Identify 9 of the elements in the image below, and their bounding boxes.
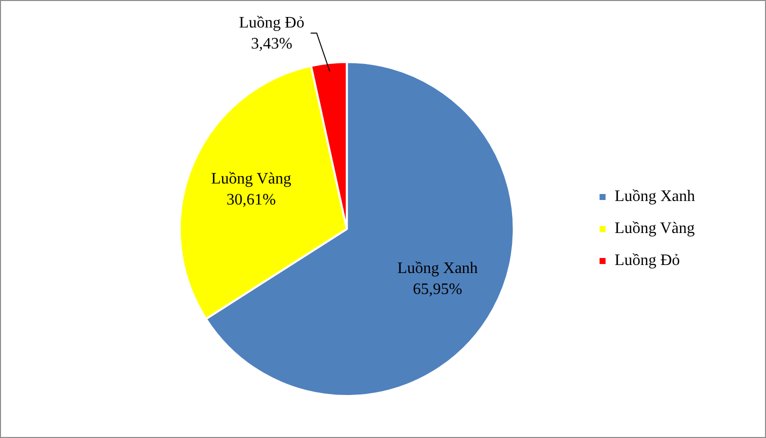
data-label: 3,43% bbox=[251, 35, 292, 52]
slice-label: Luồng Xanh bbox=[397, 260, 478, 277]
slice-label: Luồng Đỏ bbox=[239, 14, 304, 32]
data-label: 65,95% bbox=[412, 280, 462, 298]
legend-label: Luồng Xanh bbox=[614, 188, 696, 206]
legend-label: Luồng Vàng bbox=[614, 220, 695, 238]
legend-label: Luồng Đỏ bbox=[614, 252, 680, 270]
data-label: 30,61% bbox=[226, 192, 276, 208]
slice-label: Luồng Vàng bbox=[211, 170, 292, 188]
